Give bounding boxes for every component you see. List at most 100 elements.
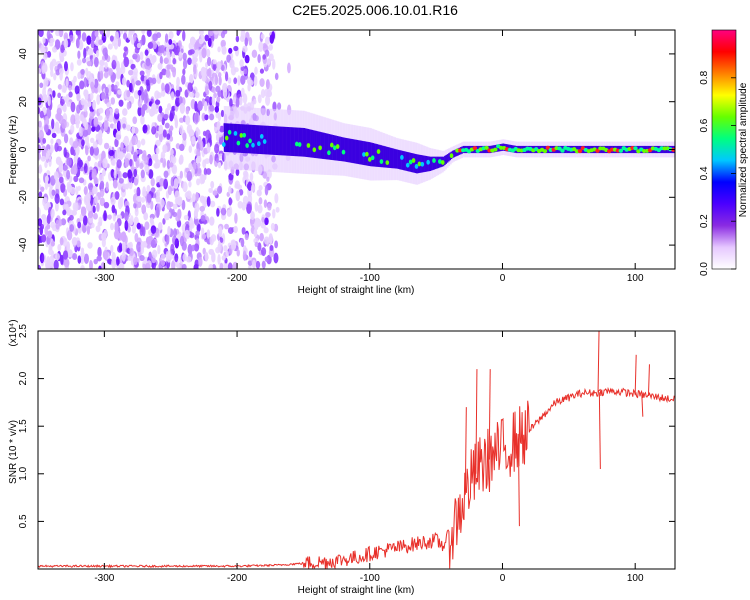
- heatmap-cell: [98, 39, 104, 46]
- signal-peak-cell: [233, 131, 238, 136]
- signal-band: [345, 138, 348, 162]
- heatmap-cell: [183, 214, 189, 221]
- heatmap-cell: [259, 78, 265, 87]
- signal-band: [444, 155, 446, 166]
- snr-ytick-label: 1.0: [18, 466, 29, 480]
- heatmap-cell: [59, 176, 64, 184]
- colorbar-tick-label: 0.6: [699, 118, 710, 132]
- heatmap-cell: [140, 115, 145, 125]
- heatmap-cell: [179, 154, 184, 165]
- heatmap-cell: [249, 172, 254, 182]
- signal-band: [321, 132, 324, 159]
- heatmap-cell: [167, 226, 171, 236]
- heatmap-cell: [87, 48, 94, 56]
- heatmap-cell: [177, 208, 182, 220]
- heatmap-cell: [246, 183, 252, 190]
- heatmap-cell: [141, 30, 146, 35]
- heatmap-cell: [103, 210, 107, 222]
- heatmap-cell: [146, 193, 152, 204]
- heatmap-cell: [254, 66, 258, 75]
- heatmap-cell: [201, 47, 207, 59]
- signal-peak-cell: [571, 147, 577, 152]
- signal-peak-cell: [557, 146, 562, 151]
- signal-peak-cell: [335, 144, 340, 149]
- heatmap-cell: [167, 185, 172, 196]
- colorbar-label: Normalized spectral amplitude: [738, 82, 749, 217]
- heatmap-cell: [46, 223, 51, 230]
- heatmap-cell: [66, 241, 70, 252]
- heatmap-cell: [219, 237, 224, 243]
- heatmap-cell: [214, 74, 219, 86]
- heatmap-cell: [267, 203, 272, 211]
- signal-peak-cell: [367, 156, 372, 162]
- signal-band: [429, 156, 432, 172]
- heatmap-cell: [110, 222, 115, 231]
- heatmap-cell: [246, 203, 252, 214]
- heatmap-cell: [114, 108, 120, 115]
- heatmap-cell: [168, 31, 174, 40]
- signal-peak-cell: [472, 146, 478, 151]
- heatmap-cell: [182, 253, 187, 262]
- signal-band: [312, 130, 315, 158]
- signal-peak-cell: [542, 149, 548, 154]
- heatmap-cell: [264, 36, 271, 45]
- heatmap-cell: [239, 59, 244, 68]
- heatmap-cell: [97, 221, 103, 227]
- heatmap-cell: [182, 58, 188, 70]
- heatmap-cell: [102, 249, 109, 260]
- signal-band: [445, 154, 448, 164]
- heatmap-cell: [66, 101, 72, 107]
- signal-peak-cell: [426, 159, 430, 165]
- heatmap-cell: [121, 252, 126, 262]
- heatmap-cell: [199, 140, 204, 152]
- heatmap-cell: [110, 83, 115, 92]
- heatmap-cell: [63, 61, 68, 72]
- heatmap-cell: [176, 263, 181, 269]
- signal-band: [340, 136, 343, 162]
- heatmap-cell: [120, 142, 124, 151]
- heatmap-cell: [178, 51, 183, 59]
- heatmap-cell: [117, 170, 122, 180]
- heatmap-cell: [213, 30, 219, 35]
- heatmap-cell: [123, 46, 128, 52]
- heatmap-cell: [127, 255, 132, 261]
- heatmap-cell: [113, 169, 117, 179]
- snr-xtick-label: 0: [500, 573, 506, 584]
- heatmap-cell: [42, 93, 48, 104]
- heatmap-cell: [243, 68, 248, 75]
- heatmap-cell: [235, 97, 240, 108]
- heatmap-cell: [62, 85, 67, 93]
- snr-spike: [598, 392, 601, 470]
- heatmap-cell: [126, 90, 131, 98]
- heatmap-cell: [145, 79, 150, 86]
- heatmap-cell: [170, 176, 175, 187]
- heatmap-cell: [94, 57, 99, 68]
- heatmap-cell: [135, 80, 141, 86]
- heatmap-cell: [221, 64, 225, 72]
- heatmap-cell: [117, 37, 122, 48]
- heatmap-cell: [217, 242, 222, 253]
- signal-peak-cell: [577, 149, 583, 154]
- signal-peak-cell: [438, 159, 442, 164]
- signal-peak-cell: [440, 160, 445, 165]
- heatmap-cell: [129, 159, 133, 167]
- heatmap-cell: [163, 57, 169, 64]
- heatmap-cell: [205, 95, 210, 104]
- signal-band: [230, 123, 233, 153]
- heatmap-cell: [55, 252, 60, 261]
- heatmap-cell: [80, 206, 87, 217]
- heatmap-cell: [51, 132, 57, 138]
- heatmap-cell: [248, 250, 253, 258]
- heatmap-cell: [244, 54, 250, 64]
- signal-band: [270, 125, 272, 155]
- heatmap-cell: [99, 173, 104, 183]
- heatmap-cell: [186, 190, 192, 200]
- signal-peak-cell: [408, 159, 413, 165]
- heatmap-cell: [114, 191, 120, 200]
- signal-band: [229, 123, 231, 153]
- signal-band: [404, 151, 406, 171]
- heatmap-cell: [274, 72, 279, 81]
- heatmap-cell: [38, 212, 41, 220]
- heatmap-cell: [258, 185, 263, 191]
- heatmap-cell: [275, 206, 280, 213]
